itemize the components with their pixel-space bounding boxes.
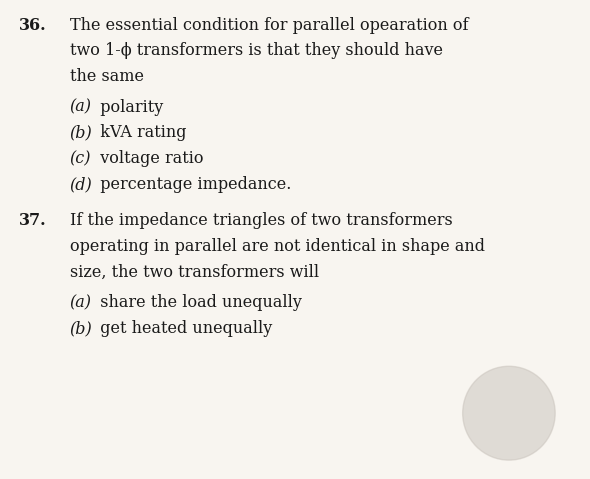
- Text: share the load unequally: share the load unequally: [90, 295, 302, 311]
- Text: (b): (b): [70, 320, 92, 337]
- Text: (a): (a): [70, 295, 91, 311]
- Text: get heated unequally: get heated unequally: [90, 320, 273, 337]
- Text: (a): (a): [70, 99, 91, 115]
- Text: voltage ratio: voltage ratio: [90, 150, 204, 167]
- Text: polarity: polarity: [90, 99, 163, 115]
- Text: The essential condition for parallel opearation of: The essential condition for parallel ope…: [70, 17, 468, 34]
- Text: operating in parallel are not identical in shape and: operating in parallel are not identical …: [70, 238, 484, 255]
- Text: 36.: 36.: [19, 17, 46, 34]
- Text: (d): (d): [70, 176, 92, 193]
- Text: size, the two transformers will: size, the two transformers will: [70, 264, 319, 281]
- Text: the same: the same: [70, 68, 143, 85]
- Text: percentage impedance.: percentage impedance.: [90, 176, 291, 193]
- Text: kVA rating: kVA rating: [90, 125, 187, 141]
- Text: If the impedance triangles of two transformers: If the impedance triangles of two transf…: [70, 212, 453, 229]
- Text: (b): (b): [70, 125, 92, 141]
- Text: 37.: 37.: [19, 212, 46, 229]
- Text: (c): (c): [70, 150, 91, 167]
- Text: two 1-ϕ transformers is that they should have: two 1-ϕ transformers is that they should…: [70, 42, 442, 59]
- Ellipse shape: [463, 366, 555, 460]
